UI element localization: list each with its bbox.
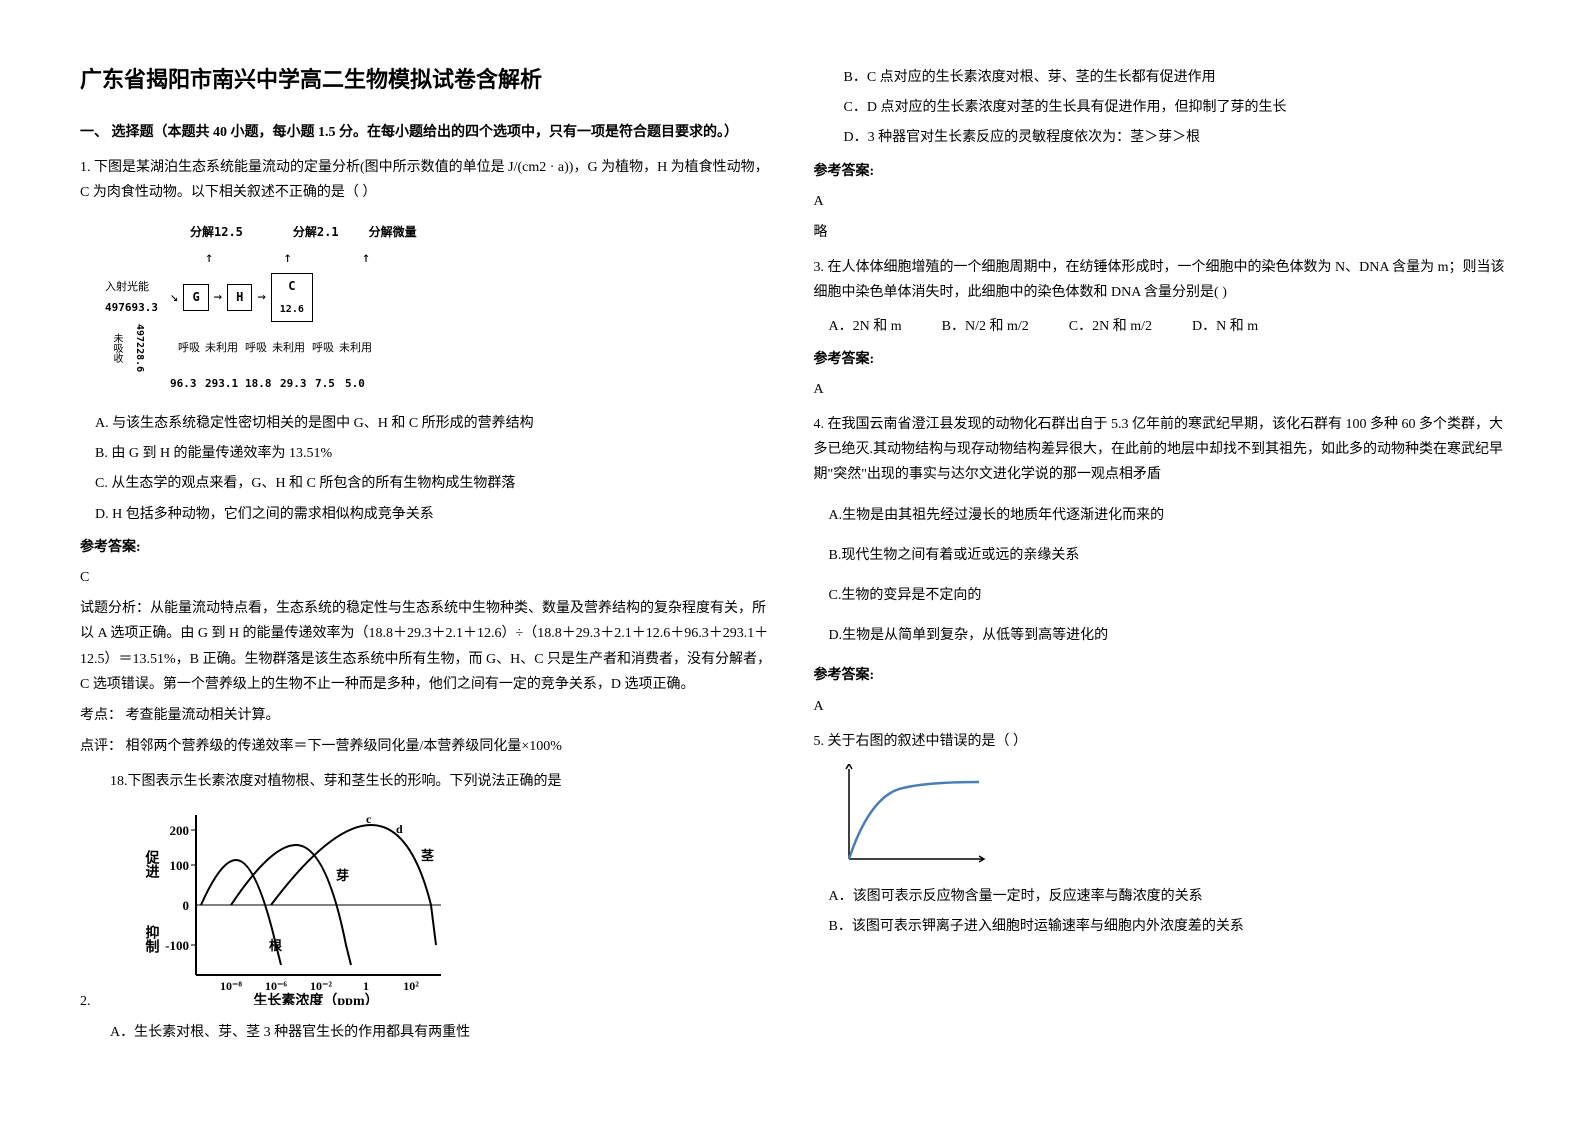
stem-label: 茎: [421, 848, 434, 863]
q4-answer: A: [814, 694, 1508, 719]
page-title: 广东省揭阳市南兴中学高二生物模拟试卷含解析: [80, 60, 774, 100]
saturation-chart: [834, 764, 1508, 874]
input-label: 入射光能: [105, 277, 165, 297]
q2-subheader: 18.下图表示生长素浓度对植物根、芽和茎生长的形响。下列说法正确的是: [110, 769, 774, 794]
root-label: 根: [269, 938, 283, 953]
right-arrow-icon: →: [214, 285, 222, 310]
bud-label: 芽: [336, 868, 349, 883]
q3-option-b: B．N/2 和 m/2: [942, 314, 1029, 339]
decompose2-label: 分解2.1: [293, 222, 339, 244]
q4-option-c: C.生物的变异是不定向的: [814, 583, 1508, 608]
q2-brief: 略: [814, 220, 1508, 245]
right-arrow-icon: ↘: [170, 285, 178, 310]
ytick-200: 200: [169, 823, 189, 838]
g-box: G: [183, 284, 208, 312]
section-header: 一、 选择题（本题共 40 小题，每小题 1.5 分。在每小题给出的四个选项中，…: [80, 120, 774, 145]
q1-stem: 1. 下图是某湖泊生态系统能量流动的定量分析(图中所示数值的单位是 J/(cm2…: [80, 155, 774, 205]
q2-answer: A: [814, 189, 1508, 214]
ytick-0: 0: [182, 898, 189, 913]
q1-answer-label: 参考答案:: [80, 535, 774, 560]
q1-option-c: C. 从生态学的观点来看，G、H 和 C 所包含的所有生物构成生物群落: [80, 471, 774, 496]
u2-value: 29.3: [280, 374, 310, 394]
resp1-label: 呼吸: [178, 338, 200, 358]
energy-flow-diagram: 分解12.5 分解2.1 分解微量 ↑ ↑ ↑ 入射光能 497693: [100, 215, 774, 401]
xtick-3: 10⁻²: [310, 979, 332, 993]
q2-option-b: B．C 点对应的生长素浓度对根、芽、茎的生长都有促进作用: [814, 65, 1508, 90]
r1-value: 96.3: [170, 374, 200, 394]
c-label: C: [288, 279, 295, 293]
r2-value: 18.8: [245, 374, 275, 394]
unused2-label: 未利用: [272, 338, 307, 358]
not-absorbed-value: 497228.6: [130, 324, 148, 372]
q3-stem: 3. 在人体体细胞增殖的一个细胞周期中，在纺锤体形成时，一个细胞中的染色体数为 …: [814, 255, 1508, 305]
r3-value: 7.5: [315, 374, 340, 394]
question-2: 18.下图表示生长素浓度对植物根、芽和茎生长的形响。下列说法正确的是 2. 20…: [80, 769, 774, 1044]
resp2-label: 呼吸: [245, 338, 267, 358]
question-4: 4. 在我国云南省澄江县发现的动物化石群出自于 5.3 亿年前的寒武纪早期，该化…: [814, 412, 1508, 719]
h-box: H: [227, 284, 252, 312]
q1-option-b: B. 由 G 到 H 的能量传递效率为 13.51%: [80, 441, 774, 466]
q3-option-a: A．2N 和 m: [829, 314, 902, 339]
q2-answer-label: 参考答案:: [814, 159, 1508, 184]
auxin-chart: 200 100 0 -100 促进 抑制 10⁻⁸ 10⁻⁶ 10⁻² 1 10…: [141, 805, 461, 1005]
question-1: 1. 下图是某湖泊生态系统能量流动的定量分析(图中所示数值的单位是 J/(cm2…: [80, 155, 774, 760]
ytick-n100: -100: [165, 938, 189, 953]
q1-dianping: 点评： 相邻两个营养级的传递效率＝下一营养级同化量/本营养级同化量×100%: [80, 734, 774, 759]
question-5: 5. 关于右图的叙述中错误的是（ ） A．该图可表示反应物含量一定时，反应速率与…: [814, 729, 1508, 940]
xtick-4: 1: [363, 979, 369, 993]
q3-answer: A: [814, 377, 1508, 402]
resp3-label: 呼吸: [312, 338, 334, 358]
point-c-label: c: [366, 812, 372, 826]
q1-option-d: D. H 包括多种动物，它们之间的需求相似构成竞争关系: [80, 502, 774, 527]
q4-option-d: D.生物是从简单到复杂，从低等到高等进化的: [814, 623, 1508, 648]
up-arrow-icon: ↑: [362, 246, 370, 271]
not-absorbed-label: 未吸收: [105, 333, 125, 363]
up-arrow-icon: ↑: [205, 246, 213, 271]
q1-kaodian: 考点： 考查能量流动相关计算。: [80, 703, 774, 728]
q1-analysis: 试题分析：从能量流动特点看，生态系统的稳定性与生态系统中生物种类、数量及营养结构…: [80, 596, 774, 697]
chart-bg: [834, 764, 994, 874]
ylabel-promote: 促进: [143, 849, 160, 878]
input-value: 497693.3: [105, 301, 158, 314]
q2-option-a: A．生长素对根、芽、茎 3 种器官生长的作用都具有两重性: [80, 1020, 774, 1045]
xtick-5: 10²: [403, 979, 419, 993]
right-arrow-icon: →: [257, 285, 265, 310]
u1-value: 293.1: [205, 374, 240, 394]
decompose1-label: 分解12.5: [190, 222, 243, 244]
q5-stem: 5. 关于右图的叙述中错误的是（ ）: [814, 729, 1508, 754]
xtick-1: 10⁻⁸: [220, 979, 242, 993]
q4-option-b: B.现代生物之间有着或近或远的亲缘关系: [814, 543, 1508, 568]
point-d-label: d: [396, 822, 403, 836]
up-arrow-icon: ↑: [283, 246, 291, 271]
unused1-label: 未利用: [205, 338, 240, 358]
u3-value: 5.0: [345, 374, 365, 394]
xtick-2: 10⁻⁶: [265, 979, 287, 993]
q2-prefix: 2.: [80, 989, 91, 1014]
unused3-label: 未利用: [339, 338, 372, 358]
q4-option-a: A.生物是由其祖先经过漫长的地质年代逐渐进化而来的: [814, 503, 1508, 528]
q5-option-a: A．该图可表示反应物含量一定时，反应速率与酶浓度的关系: [814, 884, 1508, 909]
q2-option-d: D．3 种器官对生长素反应的灵敏程度依次为：茎＞芽＞根: [814, 125, 1508, 150]
q3-option-c: C．2N 和 m/2: [1069, 314, 1152, 339]
q1-option-a: A. 与该生态系统稳定性密切相关的是图中 G、H 和 C 所形成的营养结构: [80, 411, 774, 436]
decompose3-label: 分解微量: [369, 222, 417, 244]
q2-option-c: C．D 点对应的生长素浓度对茎的生长具有促进作用，但抑制了芽的生长: [814, 95, 1508, 120]
q4-answer-label: 参考答案:: [814, 663, 1508, 688]
xlabel: 生长素浓度（ppm）: [253, 992, 378, 1005]
question-3: 3. 在人体体细胞增殖的一个细胞周期中，在纺锤体形成时，一个细胞中的染色体数为 …: [814, 255, 1508, 402]
c-box: C 12.6: [271, 273, 313, 322]
q3-option-d: D．N 和 m: [1192, 314, 1258, 339]
q4-stem: 4. 在我国云南省澄江县发现的动物化石群出自于 5.3 亿年前的寒武纪早期，该化…: [814, 412, 1508, 488]
q1-answer: C: [80, 565, 774, 590]
c-value: 12.6: [280, 304, 304, 315]
ytick-100: 100: [169, 858, 189, 873]
q3-answer-label: 参考答案:: [814, 347, 1508, 372]
ylabel-inhibit: 抑制: [143, 924, 159, 954]
q5-option-b: B．该图可表示钾离子进入细胞时运输速率与细胞内外浓度差的关系: [814, 914, 1508, 939]
